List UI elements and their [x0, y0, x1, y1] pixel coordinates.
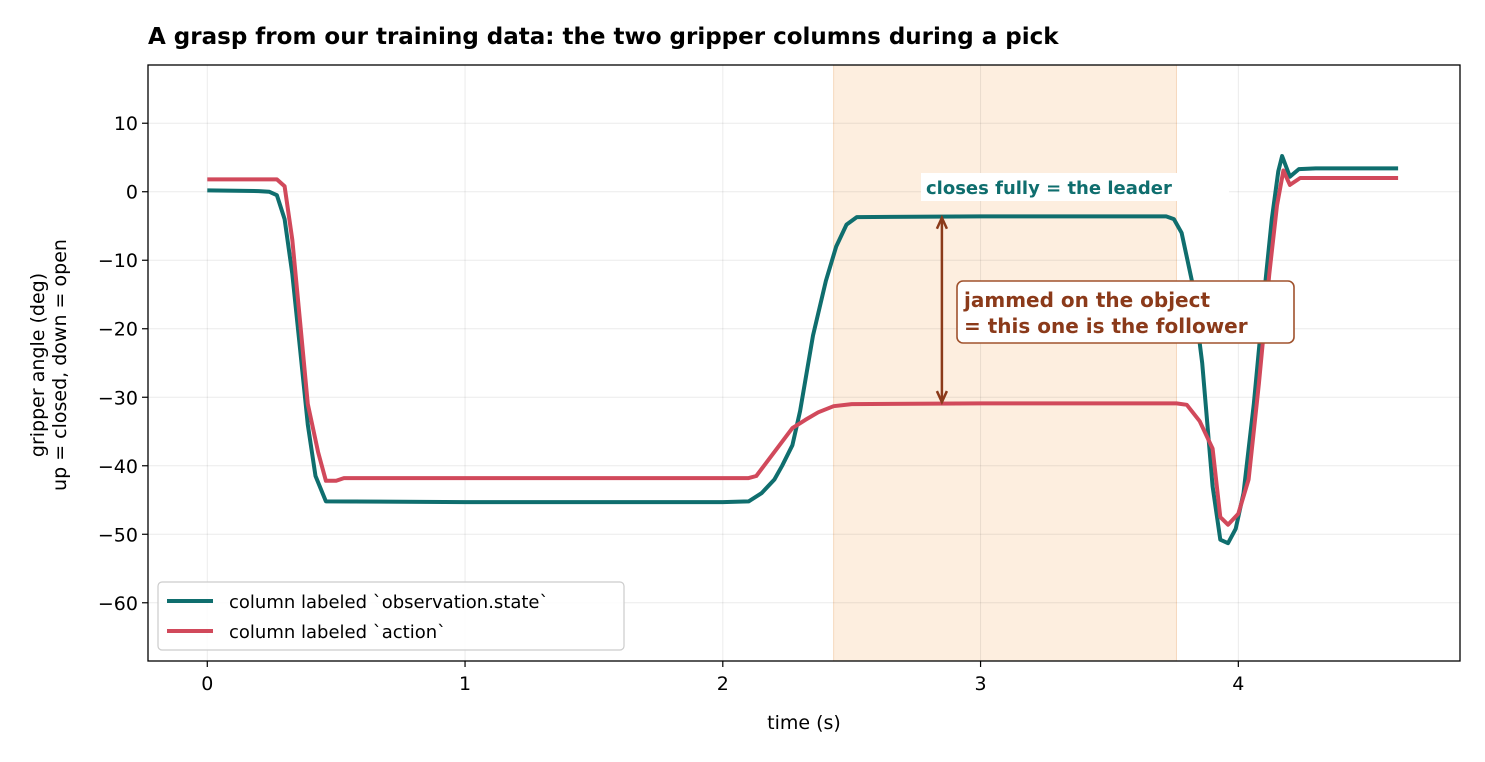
follower-label-line1: jammed on the object: [963, 288, 1210, 312]
series-line-observation-state: [207, 154, 1399, 546]
series-line-action: [207, 168, 1399, 527]
follower-label-line2: = this one is the follower: [964, 314, 1248, 338]
follower-label-box: [956, 280, 1295, 344]
x-tick-label: 2: [717, 673, 729, 695]
y-axis-label-line2: up = closed, down = open: [49, 239, 71, 491]
y-tick-label: 10: [114, 113, 138, 135]
y-tick-label: 0: [126, 182, 138, 204]
legend-label-action: column labeled `action`: [229, 622, 446, 643]
y-tick-label: −20: [98, 319, 138, 341]
y-tick-label: −40: [98, 456, 138, 478]
y-tick-label: −30: [98, 387, 138, 409]
leader-label-bg: [921, 173, 1229, 201]
plot-frame: [147, 64, 1461, 662]
legend-box: [157, 581, 625, 651]
x-tick-label: 0: [201, 673, 213, 695]
legend-label-observation-state: column labeled `observation.state`: [229, 592, 549, 613]
y-tick-label: −50: [98, 524, 138, 546]
leader-label: closes fully = the leader: [926, 178, 1172, 199]
x-tick-label: 3: [975, 673, 987, 695]
chart-title: A grasp from our training data: the two …: [148, 24, 1059, 50]
y-axis-label-line1: gripper angle (deg): [27, 273, 49, 457]
x-tick-label: 1: [459, 673, 471, 695]
gap-arrow-head-top: [935, 214, 949, 230]
gap-arrow-head-bottom: [935, 390, 949, 406]
x-tick-label: 4: [1232, 673, 1244, 695]
highlight-span: [833, 65, 1177, 661]
y-tick-label: −10: [98, 250, 138, 272]
y-tick-label: −60: [98, 593, 138, 615]
x-axis-label: time (s): [767, 712, 841, 734]
